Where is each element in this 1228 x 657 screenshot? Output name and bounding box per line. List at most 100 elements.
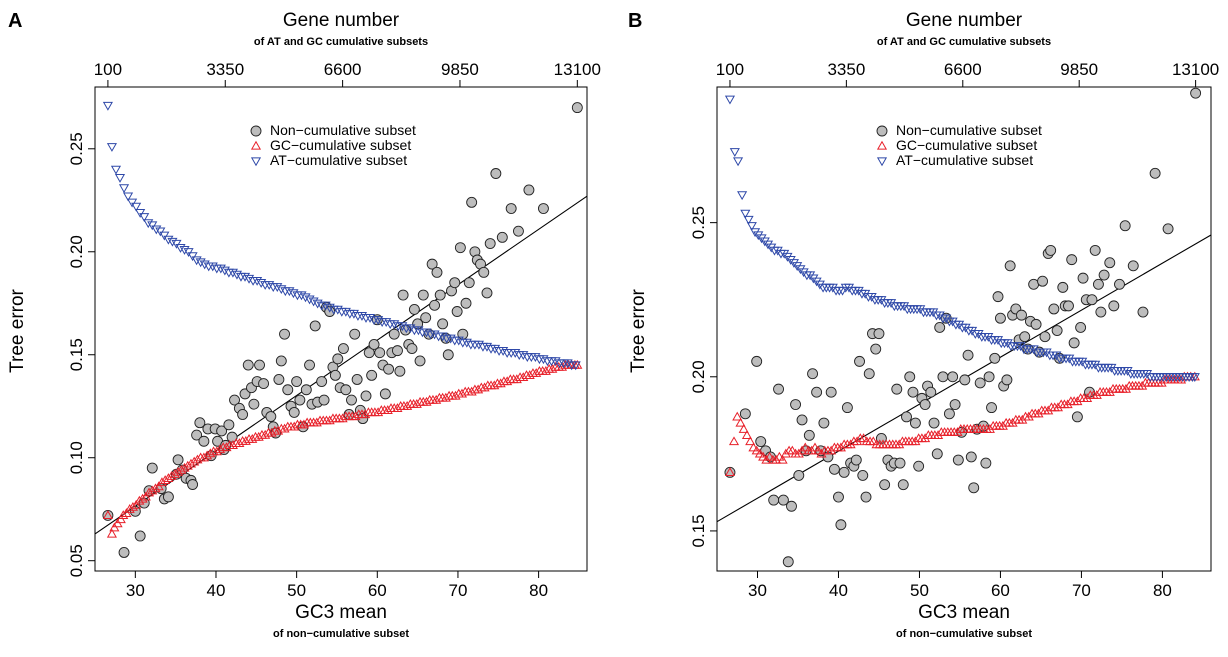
data-point-circle (1048, 303, 1060, 315)
data-point-triangle-up (266, 427, 277, 437)
data-point-triangle-up (382, 405, 393, 415)
data-point-circle (383, 363, 395, 375)
data-point-triangle-down (264, 281, 275, 290)
data-point-triangle-down (743, 215, 754, 225)
data-point-triangle-up (431, 394, 442, 404)
data-point-circle (803, 429, 815, 441)
data-point-circle (454, 242, 466, 254)
data-point-triangle-down (312, 299, 323, 309)
data-point-triangle-down (324, 303, 335, 313)
data-point-circle (891, 383, 903, 395)
data-point-circle (907, 386, 919, 398)
data-point-triangle-down (139, 213, 150, 222)
plot-axes: 30 40 50 60 70 80 100 3350 6600 9850 13100 0.15 0.20… (689, 60, 1219, 600)
data-point-circle (1162, 223, 1174, 235)
series-triangle-up (102, 359, 583, 538)
y-tick-label: 0.15 (689, 514, 708, 547)
data-point-triangle-down (785, 255, 796, 265)
y-tick-label: 0.05 (67, 544, 86, 577)
data-point-triangle-down (389, 320, 400, 330)
data-point-circle (1071, 411, 1083, 423)
data-point-circle (1004, 260, 1016, 272)
data-point-triangle-up (777, 454, 788, 464)
top-axis-title: Gene number (906, 10, 1023, 31)
data-point-triangle-down (256, 279, 267, 288)
data-point-circle (451, 306, 463, 317)
x-tick-label: 50 (287, 581, 306, 600)
data-point-circle (118, 547, 130, 558)
data-point-triangle-up (473, 384, 484, 394)
data-point-circle (992, 291, 1004, 303)
data-point-circle (768, 494, 780, 506)
data-point-circle (216, 425, 228, 437)
data-point-circle (873, 328, 885, 340)
x-axis-title: GC3 mean (295, 602, 387, 623)
y-tick-label: 0.25 (689, 206, 708, 239)
data-point-circle (841, 402, 853, 414)
top-axis-subtitle: of AT and GC cumulative subsets (877, 36, 1051, 48)
data-point-triangle-up (273, 425, 284, 435)
data-point-triangle-down (570, 361, 581, 371)
y-tick-label: 0.20 (689, 360, 708, 393)
data-point-circle (989, 352, 1001, 364)
data-point-triangle-down (381, 318, 392, 327)
data-point-triangle-up (106, 528, 117, 538)
data-point-circle (739, 408, 751, 420)
data-point-circle (1137, 306, 1149, 318)
plot-frame (716, 86, 1212, 572)
data-point-triangle-down (320, 301, 331, 311)
data-point-circle (191, 429, 203, 441)
data-point-triangle-up (150, 483, 161, 493)
data-point-circle (229, 394, 240, 406)
data-point-circle (363, 347, 375, 359)
data-point-triangle-up (1189, 371, 1200, 381)
data-point-triangle-down (473, 340, 484, 350)
data-point-circle (751, 355, 763, 367)
data-point-triangle-down (518, 351, 529, 360)
data-point-circle (374, 347, 386, 359)
legend-label-at-cumulative: AT−cumulative subset (896, 152, 1033, 168)
data-point-triangle-down (740, 209, 751, 219)
data-point-triangle-up (751, 445, 762, 455)
data-point-triangle-up (279, 423, 290, 433)
data-point-triangle-down (782, 252, 793, 262)
data-point-circle (332, 353, 344, 365)
legend-symbol-triangle-up (876, 140, 888, 150)
data-point-triangle-down (795, 265, 806, 275)
legend-label-at-cumulative: AT−cumulative subset (270, 152, 407, 168)
data-point-circle (187, 479, 199, 490)
legend-symbol-triangle-down (250, 157, 262, 167)
top-tick-label: 100 (716, 60, 744, 79)
data-point-triangle-up (137, 493, 148, 503)
series-circle (102, 102, 583, 558)
data-point-triangle-up (495, 378, 506, 388)
data-point-triangle-down (753, 231, 764, 241)
data-point-triangle-up (214, 444, 226, 454)
data-point-triangle-up (724, 467, 736, 477)
data-point-circle (300, 384, 312, 396)
data-point-circle (346, 394, 357, 406)
data-point-triangle-up (754, 448, 765, 458)
legend-label-gc-cumulative: GC−cumulative subset (270, 137, 411, 153)
legend-symbol-circle (250, 125, 262, 137)
data-point-triangle-down (348, 309, 359, 319)
data-point-circle (965, 451, 977, 463)
data-point-triangle-up (324, 415, 335, 425)
data-point-triangle-up (234, 438, 245, 447)
data-point-triangle-up (806, 445, 817, 455)
data-point-triangle-down (729, 148, 740, 157)
data-point-circle (1001, 374, 1013, 386)
data-point-circle (329, 369, 341, 381)
data-point-circle (949, 399, 961, 410)
x-axis-subtitle: of non−cumulative subset (896, 628, 1032, 640)
data-point-triangle-up (373, 407, 384, 417)
panel-b-label: B (628, 10, 642, 32)
data-point-circle (309, 320, 321, 332)
panel-a-label: A (8, 10, 22, 32)
data-point-circle (980, 457, 992, 469)
data-point-triangle-up (221, 442, 232, 452)
data-point-circle (1039, 331, 1051, 343)
top-tick-label: 100 (94, 60, 122, 79)
data-point-triangle-down (453, 336, 464, 346)
data-point-triangle-down (340, 307, 351, 317)
